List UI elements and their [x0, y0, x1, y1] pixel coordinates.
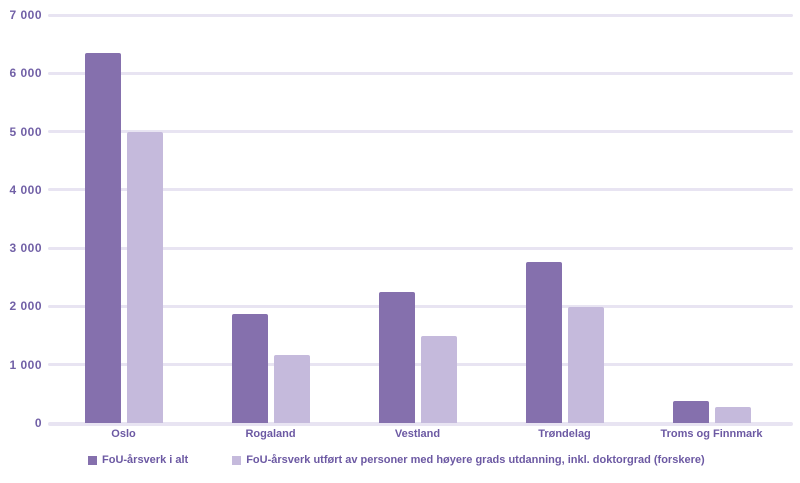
bar-series1-2 — [378, 291, 415, 423]
bar-group — [197, 15, 344, 423]
bar-series1-3 — [525, 261, 562, 423]
legend-swatch-icon — [88, 455, 97, 465]
y-axis-tick-label: 3 000 — [9, 241, 42, 256]
bar-series2-1 — [273, 355, 310, 423]
bar-group — [638, 15, 785, 423]
bar-series2-4 — [714, 406, 751, 423]
plot-area — [50, 15, 785, 423]
x-axis-category-label: Troms og Finnmark — [660, 428, 763, 440]
gridline — [48, 304, 793, 308]
legend-label: FoU-årsverk i alt — [102, 454, 189, 466]
bar-series1-1 — [231, 314, 268, 423]
legend-item-series2: FoU-årsverk utført av personer med høyer… — [232, 454, 705, 466]
y-axis-tick-label: 5 000 — [9, 124, 42, 139]
gridline — [48, 13, 793, 17]
bar-series2-3 — [567, 307, 604, 423]
gridline — [48, 188, 793, 192]
gridline — [48, 130, 793, 134]
legend-swatch-icon — [232, 455, 242, 465]
bar-series1-4 — [672, 401, 709, 423]
bar-series1-0 — [84, 52, 121, 423]
bar-group — [344, 15, 491, 423]
y-axis-tick-label: 1 000 — [9, 357, 42, 372]
bar-series2-0 — [126, 131, 163, 423]
x-axis-baseline — [48, 421, 793, 426]
gridline — [48, 246, 793, 250]
x-axis: Oslo Rogaland Vestland Trøndelag Troms og Fi… — [50, 428, 785, 440]
gridline — [48, 71, 793, 75]
legend-item-series1: FoU-årsverk i alt — [88, 454, 188, 466]
legend: FoU-årsverk i alt FoU-årsverk utført av p… — [88, 454, 705, 466]
y-axis-tick-label: 2 000 — [9, 299, 42, 314]
bar-group — [491, 15, 638, 423]
x-axis-category-label: Trøndelag — [538, 428, 591, 440]
x-axis-category-label: Vestland — [394, 428, 441, 440]
y-axis-tick-label: 4 000 — [9, 182, 42, 197]
y-axis-tick-label: 6 000 — [9, 66, 42, 81]
y-axis-tick-label: 0 — [34, 416, 42, 430]
bar-group — [50, 15, 197, 423]
x-axis-category-label: Rogaland — [245, 428, 296, 440]
x-axis-category-label: Oslo — [111, 428, 136, 440]
bar-series2-2 — [420, 335, 457, 423]
legend-label: FoU-årsverk utført av personer med høyer… — [246, 454, 705, 466]
y-axis-tick-label: 7 000 — [9, 8, 42, 22]
